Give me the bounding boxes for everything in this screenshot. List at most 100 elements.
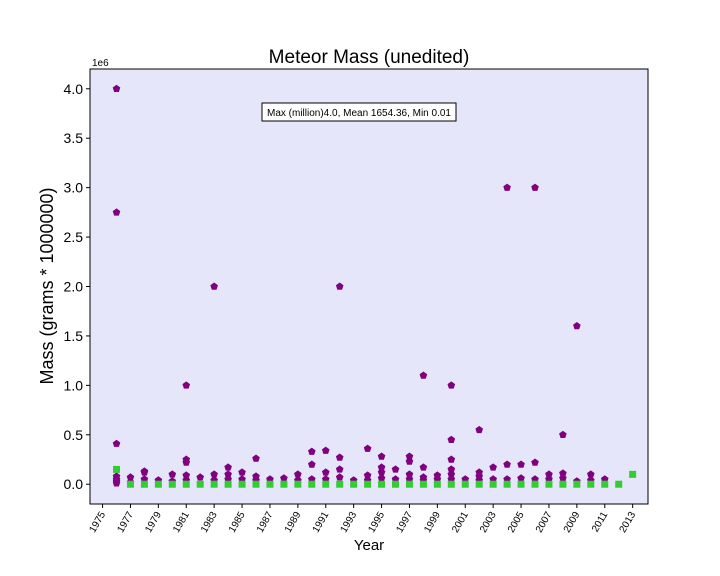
data-point-square [531,480,539,488]
data-point-pentagon [335,473,344,481]
y-tick-label: 1.0 [64,377,84,393]
x-tick-label: 1985 [227,510,248,535]
data-point-pentagon [335,453,344,461]
data-point-square [447,480,455,488]
data-point-pentagon [503,460,511,468]
x-tick-label: 2001 [450,510,471,535]
x-tick-label: 2013 [618,510,639,535]
data-point-pentagon [182,381,191,389]
data-point-pentagon [196,473,205,481]
data-point-square [252,480,260,488]
data-point-pentagon [377,452,386,460]
data-point-pentagon [224,475,232,483]
data-point-pentagon [600,475,609,483]
x-tick-label: 1995 [367,510,388,535]
data-point-square [419,480,427,488]
data-point-pentagon [517,460,525,468]
data-point-pentagon [238,468,246,476]
data-point-pentagon [112,439,121,447]
data-point-pentagon [140,475,149,483]
data-point-square [210,480,218,488]
data-point-pentagon [447,475,456,483]
data-point-square [224,480,232,488]
data-point-pentagon [503,183,511,191]
data-point-pentagon [252,454,260,462]
data-point-pentagon [475,425,484,434]
data-point-pentagon [433,475,442,483]
x-tick-label: 1989 [283,510,304,535]
data-point-square [587,480,595,488]
data-point-pentagon [405,452,414,460]
data-point-pentagon [182,458,191,466]
data-point-square [364,480,372,488]
x-axis: 1975 1977 1979 1981 1983 1985 1987 1989 1991 1993… [88,504,639,535]
data-point-square [168,480,176,488]
data-point-pentagon [238,475,246,483]
data-point-square [154,480,162,488]
x-tick-label: 1997 [394,510,415,535]
plot-area [89,68,649,505]
data-point-pentagon [531,183,539,191]
data-point-pentagon [377,468,386,476]
data-point-pentagon [419,371,428,379]
data-point-pentagon [126,473,135,481]
data-point-pentagon [559,469,567,477]
data-point-square [378,480,386,488]
y-tick-label: 2.5 [64,229,84,245]
data-point-pentagon [545,470,553,478]
y-axis: 0.0 0.5 1.0 1.5 2.0 2.5 3.0 3.5 4.0 [64,81,90,492]
stats-annotation-box [261,102,457,122]
data-point-square [475,480,483,488]
data-point-square [140,480,148,488]
data-point-square [559,480,567,488]
data-point-square [266,480,274,488]
data-point-square [517,480,525,488]
data-point-pentagon [405,457,414,465]
data-point-pentagon [447,381,456,389]
data-point-pentagon [587,470,595,478]
data-point-pentagon [503,475,511,483]
data-point-pentagon [489,463,497,471]
y-tick-label: 3.5 [64,130,84,146]
data-point-square [461,480,469,488]
data-point-square [336,480,344,488]
data-point-square [405,480,413,488]
data-point-square [294,480,302,488]
data-point-pentagon [489,475,497,483]
x-tick-label: 2003 [478,510,499,535]
x-tick-label: 2011 [590,510,610,535]
data-point-pentagon [545,475,553,483]
data-point-square [196,480,204,488]
chart-title: Meteor Mass (unedited) [269,47,470,68]
data-point-square [503,480,511,488]
y-tick-label: 0.0 [64,476,84,492]
data-point-pentagon [391,465,400,473]
data-point-pentagon [308,447,316,455]
stats-annotation: Max (million)4.0, Mean 1654.36, Min 0.01 [261,102,457,122]
data-point-square [350,480,358,488]
y-axis-label: Mass (grams * 1000000) [37,187,57,384]
x-tick-label: 2009 [562,510,583,535]
data-point-square [308,480,316,488]
data-point-square [433,480,441,488]
data-point-pentagon [224,470,232,478]
data-point-pentagon [559,430,567,439]
data-point-pentagon [363,471,372,479]
data-point-square [182,480,190,488]
data-point-pentagon [224,463,232,471]
data-point-square [601,480,609,488]
data-point-pentagon [321,475,330,483]
data-point-pentagon [266,475,274,483]
x-tick-label: 1975 [88,510,109,535]
data-point-pentagon [377,463,386,471]
data-point-pentagon [377,474,386,482]
data-point-square [392,480,400,488]
data-point-pentagon [405,475,414,483]
data-point-pentagon [447,470,456,478]
data-point-pentagon [140,468,149,476]
data-point-pentagon [405,470,414,478]
data-point-pentagon [280,474,288,482]
x-axis-label: Year [354,537,384,554]
data-point-pentagon [210,282,218,290]
